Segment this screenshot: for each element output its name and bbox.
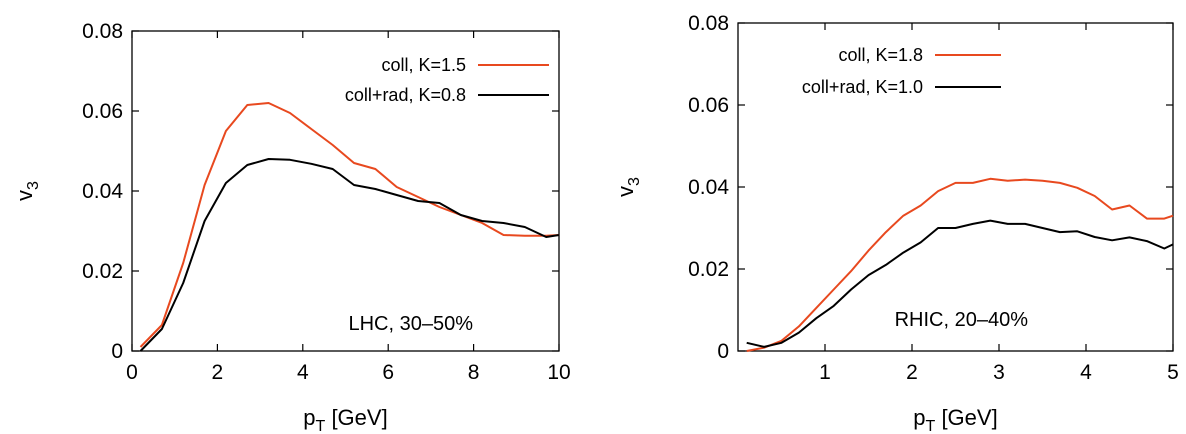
y-tick-label: 0: [717, 340, 729, 363]
y-tick-label: 0.04: [82, 180, 123, 203]
x-tick-label: 4: [297, 361, 309, 384]
plot-frame: [737, 22, 1174, 352]
x-tick-label: 0: [126, 361, 138, 384]
chart-annotation: LHC, 30–50%: [348, 313, 473, 335]
series-line-1: [746, 177, 1174, 352]
x-tick-label: 4: [1080, 361, 1092, 384]
y-axis-label: v3: [613, 177, 643, 197]
x-tick-label: 2: [212, 361, 224, 384]
x-tick-label: 2: [906, 361, 918, 384]
y-tick-label: 0.04: [688, 176, 729, 199]
y-tick-label: 0.06: [82, 100, 123, 123]
y-tick-label: 0.06: [688, 94, 729, 117]
lhc-v3-chart: 0 0.02 0.04 0.06 0.08 0 2 4 6 8 10 pT [GeV] v3 coll, …: [12, 20, 571, 434]
legend-label: coll, K=1.5: [381, 55, 466, 75]
plot-frame: [131, 30, 560, 352]
x-tick-label: 1: [819, 361, 831, 384]
y-tick-label: 0.02: [82, 260, 123, 283]
legend-label: coll, K=1.8: [838, 45, 923, 65]
y-tick-label: 0.02: [688, 258, 729, 281]
x-axis-label: pT [GeV]: [303, 405, 387, 434]
x-tick-label: 5: [1167, 361, 1179, 384]
x-tick-label: 10: [547, 361, 570, 384]
series-line-1: [139, 102, 560, 348]
y-tick-label: 0.08: [688, 12, 729, 35]
x-tick-label: 3: [993, 361, 1005, 384]
y-tick-label: 0.08: [82, 20, 123, 43]
left-chart-panel: 0 0.02 0.04 0.06 0.08 0 2 4 6 8 10 pT [GeV] v3 coll, …: [12, 20, 571, 434]
legend-label: coll+rad, K=1.0: [802, 77, 923, 97]
x-tick-label: 8: [468, 361, 480, 384]
rhic-v3-chart: 0 0.02 0.04 0.06 0.08 1 2 3 4 5 pT [GeV] v3 coll, K=…: [613, 12, 1179, 434]
right-chart-panel: 0 0.02 0.04 0.06 0.08 1 2 3 4 5 pT [GeV] v3 coll, K=…: [593, 0, 1186, 434]
series-line-2: [746, 219, 1174, 348]
y-axis-label: v3: [12, 181, 42, 201]
y-tick-label: 0: [111, 340, 123, 363]
legend-label: coll+rad, K=0.8: [345, 85, 466, 105]
series-line-2: [139, 158, 560, 352]
x-tick-label: 6: [382, 361, 394, 384]
chart-annotation: RHIC, 20–40%: [895, 309, 1029, 331]
x-axis-label: pT [GeV]: [913, 405, 997, 434]
